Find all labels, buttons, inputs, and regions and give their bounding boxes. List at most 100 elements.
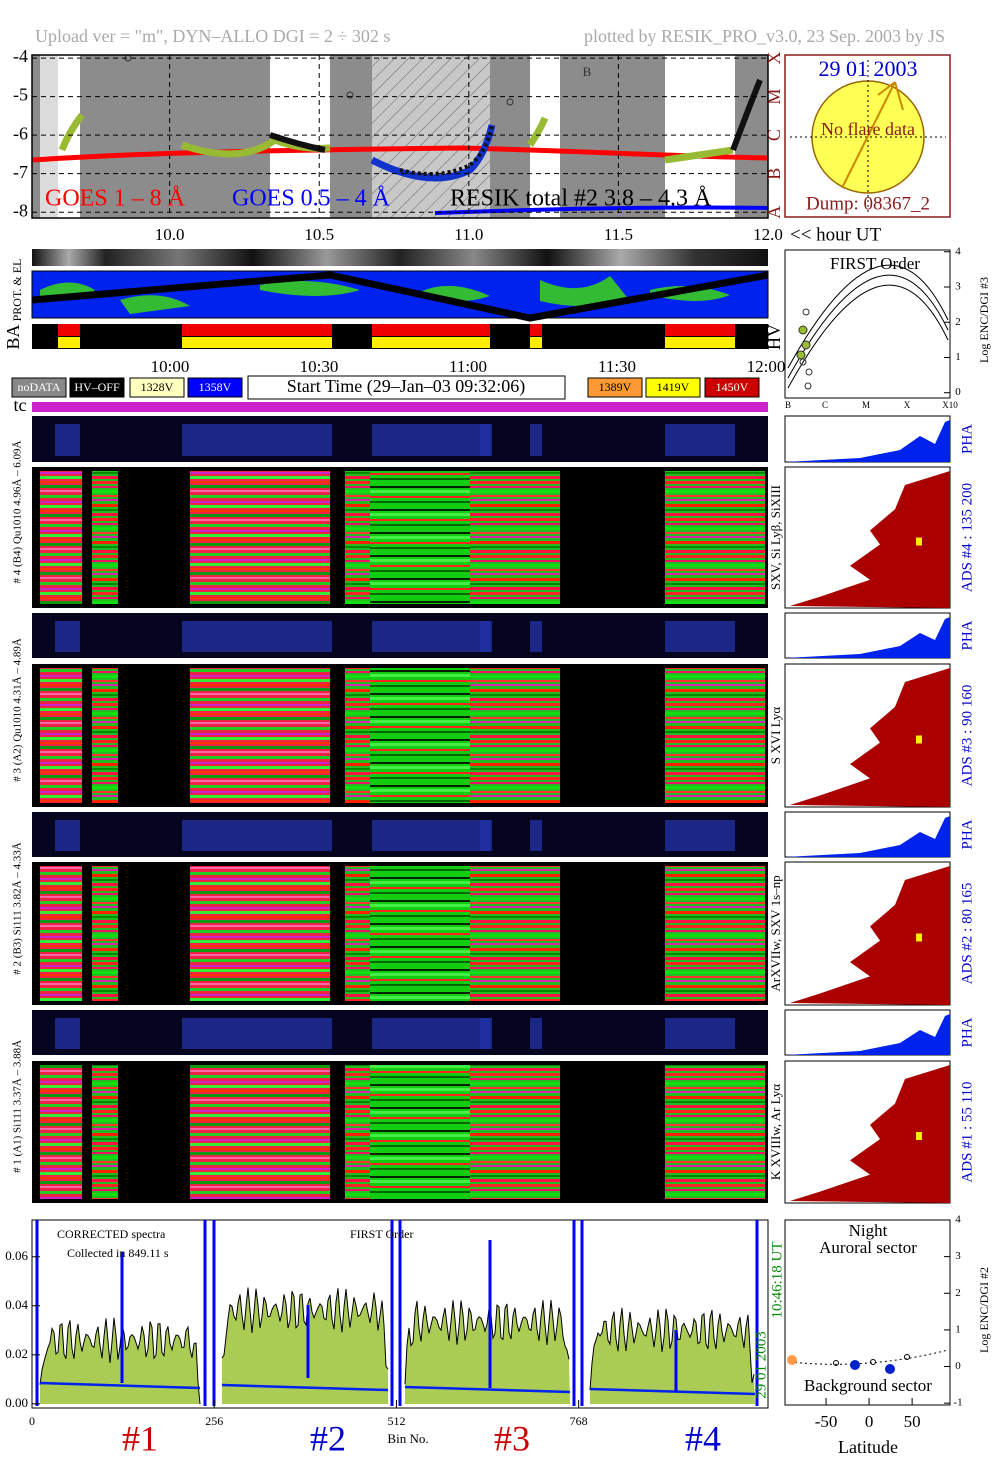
pha-label: PHA: [959, 1017, 975, 1047]
pha-block: [372, 621, 490, 652]
legend-label: 1450V: [716, 380, 749, 394]
class-label: X10: [942, 400, 958, 410]
spectrum-fill: [590, 1307, 755, 1404]
pha-block: [665, 621, 735, 652]
x-tick-label: 11.0: [454, 225, 483, 244]
sun-date: 29 01 2003: [819, 56, 918, 81]
x-tick-label: 50: [904, 1412, 921, 1431]
y-axis-label: Log ENC/DGI #2: [977, 1267, 991, 1353]
time-tick-label: 12:00: [747, 357, 786, 376]
ads-label: ADS #1 : 55 110: [959, 1081, 975, 1182]
y-tick-label: 0: [955, 386, 961, 398]
spectrogram-block: [370, 668, 470, 803]
y-tick-label: -7: [13, 162, 28, 182]
spectrogram-block: [665, 471, 765, 604]
pha-block: [665, 820, 735, 851]
section-label: #3: [494, 1418, 530, 1458]
y-axis-label: Log ENC/DGI #3: [977, 277, 991, 363]
pha-block: [182, 621, 332, 652]
spectrogram-block: [92, 471, 118, 604]
section-label: #4: [685, 1418, 721, 1458]
y-tick-label: 2: [955, 1287, 961, 1299]
class-label: M: [764, 89, 784, 105]
legend-swatch: [69, 377, 125, 398]
spectrum-line: [404, 1300, 570, 1385]
tc-label: tc: [14, 395, 27, 415]
spectrogram-block: [40, 866, 82, 1001]
pha-hist: [785, 617, 950, 658]
legend-label: noDATA: [17, 380, 60, 394]
spectrogram-block: [92, 1065, 118, 1199]
pha-block: [530, 1018, 542, 1049]
legend-label: HV–OFF: [74, 380, 120, 394]
spectrogram-block: [40, 471, 82, 604]
spectrogram-block: [345, 668, 370, 803]
channel-lines: K XVIIIw, Ar Lyα: [768, 1084, 783, 1180]
spectrogram-block: [470, 668, 560, 803]
time-tick-label: 11:00: [449, 357, 487, 376]
map-label: Background sector: [804, 1376, 932, 1395]
ads-marker: [916, 933, 922, 942]
pha-hist: [785, 420, 950, 462]
y-tick-label: 2: [955, 316, 961, 328]
class-label: C: [764, 129, 784, 141]
pha-hist: [785, 1014, 950, 1055]
pha-block: [55, 621, 80, 652]
goes-panel: [31, 54, 769, 219]
class-label: A: [764, 206, 784, 219]
pha-block: [55, 1018, 80, 1049]
ads-marker: [916, 735, 922, 744]
channel-lines: S XVI Lyα: [768, 707, 783, 765]
pha-block: [480, 820, 492, 851]
start-time: Start Time (29–Jan–03 09:32:06): [287, 376, 526, 397]
spectrogram-block: [345, 1065, 370, 1199]
sun-dump: Dump: 08367_2: [806, 193, 930, 214]
pha-label: PHA: [959, 620, 975, 650]
pha-block: [480, 424, 492, 456]
pha-hist: [785, 816, 950, 857]
map-label: Auroral sector: [819, 1238, 917, 1257]
pha-block: [182, 1018, 332, 1049]
ads-label: ADS #4 : 135 200: [959, 483, 975, 592]
y-tick-label: -8: [13, 200, 28, 220]
channel-label: # 3 (A2) Qu1010 4.31Å – 4.89Å: [12, 638, 24, 782]
class-label: M: [862, 400, 870, 410]
class-label: B: [764, 168, 784, 180]
time-tick-label: 10:00: [151, 357, 190, 376]
y-tick-label: -4: [13, 46, 28, 66]
section-label: #1: [122, 1418, 158, 1458]
channel-lines: SXV, Si Lyβ, SiXIII: [768, 485, 783, 590]
pha-block: [665, 1018, 735, 1049]
spectrogram-block: [92, 866, 118, 1001]
tc-bar: [32, 402, 768, 412]
pha-block: [530, 820, 542, 851]
spectrogram-block: [190, 1065, 330, 1199]
y-tick-label: 3: [955, 1250, 961, 1262]
class-label: X: [904, 400, 911, 410]
x-tick-label: 512: [387, 1414, 405, 1428]
spectrum-fill: [40, 1317, 200, 1404]
pha-block: [372, 1018, 490, 1049]
x-axis-label: << hour UT: [790, 224, 881, 245]
spectrum-fill: [405, 1300, 570, 1404]
spectrum-background: [39, 1381, 201, 1390]
pha-block: [182, 424, 332, 456]
y-tick-label: 4: [955, 1214, 961, 1226]
spectrogram-block: [470, 1065, 560, 1199]
pha-block: [372, 820, 490, 851]
y-tick-label: -6: [13, 123, 28, 143]
spectrogram-block: [190, 668, 330, 803]
spectrum-panel: [31, 1219, 769, 1409]
map-title: Night: [849, 1221, 888, 1240]
channel-panels: [32, 415, 951, 1204]
spectrogram-block: [470, 866, 560, 1001]
spectrum-title: CORRECTED spectra: [57, 1227, 166, 1241]
channel-label: # 1 (A1) Si111 3.37Å – 3.88Å: [12, 1040, 24, 1173]
spectrum-trace: [39, 1287, 756, 1405]
x-tick-label: 256: [205, 1414, 223, 1428]
channel-lines: ArXVIIw, SXV 1s–np: [768, 875, 783, 991]
class-label: X: [764, 52, 784, 65]
spectrogram-block: [665, 668, 765, 803]
pha-block: [55, 424, 80, 456]
